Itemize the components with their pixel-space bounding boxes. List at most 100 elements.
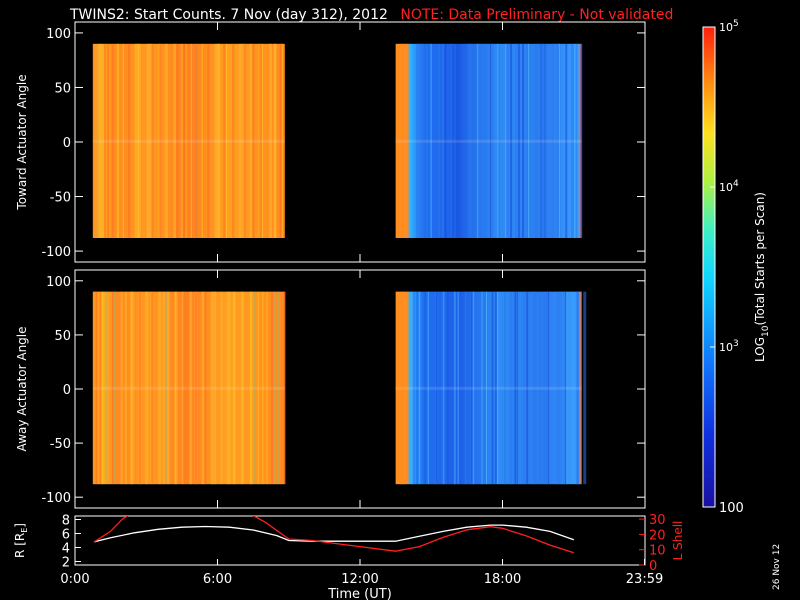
away-segment-2-streak	[534, 291, 537, 485]
toward-segment-2-streak	[478, 43, 482, 239]
orbit-frame	[74, 515, 646, 566]
away-segment-1-streak	[271, 291, 274, 485]
orbit-right-tick-label: 10	[649, 544, 666, 559]
toward-segment-2-streak	[526, 43, 529, 239]
toward-segment-2-streak	[522, 43, 525, 239]
away-segment-1-streak	[174, 291, 176, 485]
toward-segment-2-streak	[565, 43, 568, 239]
toward-segment-2-streak	[451, 43, 454, 239]
away-segment-2-streak	[443, 291, 445, 485]
title-note: NOTE: Data Preliminary - Not validated	[400, 7, 674, 23]
toward-segment-2-streak	[402, 43, 405, 239]
away-segment-1-streak	[240, 291, 243, 485]
orbit-right-tick-label: 30	[649, 513, 666, 528]
title-main: TWINS2: Start Counts. 7 Nov (day 312), 2…	[70, 7, 388, 23]
toward-segment-1-streak	[107, 43, 110, 239]
toward-segment-1-streak	[116, 43, 119, 239]
away-segment-2-streak	[412, 291, 416, 485]
away-segment-1-streak	[183, 291, 186, 485]
toward-segment-2-streak	[421, 43, 424, 239]
away-segment-2-streak	[494, 291, 497, 485]
away-segment-1-streak	[220, 291, 223, 485]
toward-segment-1-streak	[279, 43, 282, 239]
away-segment-1-streak	[195, 291, 198, 485]
toward-segment-1-streak	[134, 43, 138, 239]
toward-segment-2-streak	[459, 43, 461, 239]
toward-segment-1-streak	[232, 43, 235, 239]
away-segment-1-streak	[242, 291, 244, 485]
toward-segment-1-streak	[218, 43, 220, 239]
away-segment-1-streak	[210, 291, 214, 485]
orbit-left-label: R [RE]	[13, 523, 29, 558]
toward-segment-1-streak	[196, 43, 198, 239]
l-shell-line	[93, 516, 575, 554]
toward-segment-2-streak	[510, 43, 513, 239]
toward-segment-1-streak	[122, 43, 124, 239]
toward-segment-2-streak	[505, 43, 509, 239]
away-segment-2-streak	[516, 291, 518, 485]
orbit-left-tick-label: 4	[62, 542, 70, 557]
orbit-right-tick-label: 0	[649, 559, 657, 574]
away-segment-2-streak	[497, 291, 499, 485]
away-segment-1-zero-band	[92, 386, 285, 390]
toward-segment-2-streak	[400, 43, 404, 239]
xtick-label: 0:00	[60, 572, 89, 587]
away-segment-1-streak	[99, 291, 102, 485]
away-segment-1-streak	[130, 291, 132, 485]
colorbar-tick-label: 103	[719, 339, 739, 354]
colorbar-tick-label: 105	[719, 19, 739, 34]
away-segment-1-streak	[204, 291, 207, 485]
colorbar-tick-label: 100	[719, 501, 744, 516]
away-segment-2-streak	[522, 291, 525, 485]
away-segment-1-streak	[228, 291, 231, 485]
toward-segment-2-streak	[437, 43, 440, 239]
toward-segment-1-streak	[159, 43, 162, 239]
away-segment-2-streak	[416, 291, 418, 485]
toward-segment-1-zero-band	[92, 139, 285, 143]
away-segment-1-streak	[257, 291, 259, 485]
away-segment-1-streak	[266, 291, 268, 485]
colorbar	[702, 26, 716, 508]
toward-segment-2-streak	[551, 43, 555, 239]
away-segment-1-streak	[213, 291, 217, 485]
toward-segment-2-streak	[505, 43, 507, 239]
away-segment-1-streak	[158, 291, 162, 485]
toward-segment-1-streak	[151, 43, 154, 239]
away-segment-1-streak	[189, 291, 193, 485]
toward-segment-2-streak	[406, 43, 409, 239]
away-segment-1-streak	[277, 291, 279, 485]
toward-segment-1-streak	[214, 43, 218, 239]
toward-segment-2-streak	[497, 43, 499, 239]
away-ytick-label: 50	[54, 329, 71, 344]
away-segment-2-streak	[565, 291, 568, 485]
away-segment-2-streak	[482, 291, 486, 485]
toward-segment-1-streak	[180, 43, 183, 239]
away-ytick-label: -100	[41, 491, 71, 506]
away-segment-1-streak	[283, 291, 286, 485]
toward-segment-1-streak	[128, 43, 131, 239]
toward-ytick-label: 0	[63, 136, 71, 151]
toward-segment-1-streak	[252, 43, 255, 239]
xtick-label: 6:00	[203, 572, 232, 587]
toward-segment-1-streak	[259, 43, 262, 239]
toward-segment-2-streak	[515, 43, 518, 239]
toward-ylabel: Toward Actuator Angle	[15, 74, 29, 210]
toward-segment-1-streak	[97, 43, 99, 239]
toward-segment-2-streak	[580, 43, 583, 239]
away-ylabel: Away Actuator Angle	[15, 326, 29, 451]
away-segment-1-streak	[145, 291, 149, 485]
away-segment-1-streak	[201, 291, 205, 485]
away-segment-1-streak	[95, 291, 98, 485]
away-segment-1-streak	[250, 291, 252, 485]
away-segment-1-streak	[232, 291, 235, 485]
plot-title: TWINS2: Start Counts. 7 Nov (day 312), 2…	[70, 7, 673, 23]
toward-segment-2-streak	[484, 43, 487, 239]
away-segment-2-streak	[401, 291, 404, 485]
away-segment-2-streak	[562, 291, 566, 485]
away-segment-1-streak	[262, 291, 264, 485]
toward-segment-2-streak	[540, 43, 542, 239]
toward-segment-1-streak	[166, 43, 168, 239]
toward-segment-1-streak	[238, 43, 242, 239]
away-segment-2-streak	[419, 291, 421, 485]
away-segment-2	[395, 291, 582, 485]
